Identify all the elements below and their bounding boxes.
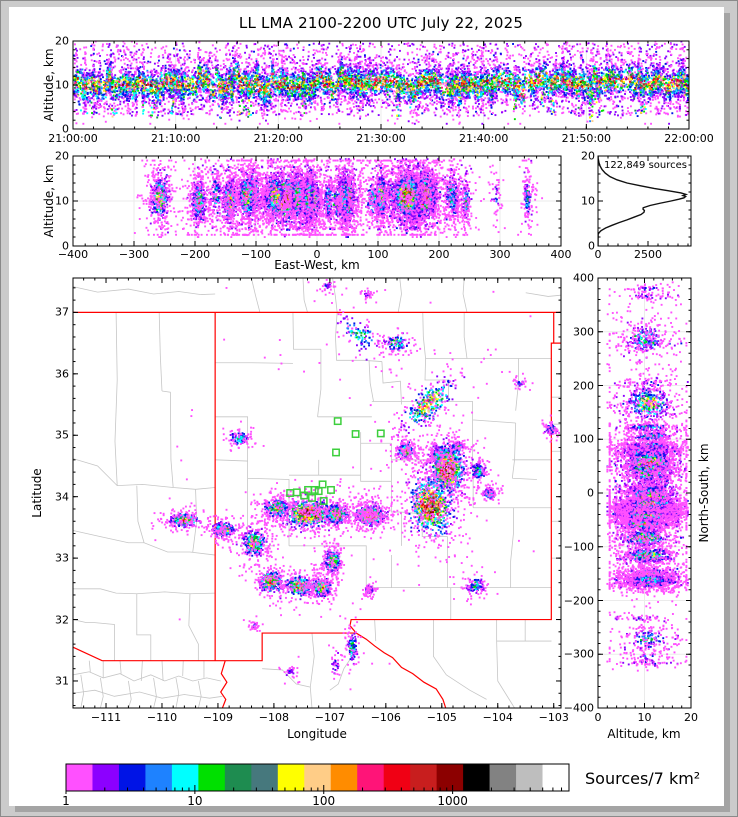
tick-label: 35 — [55, 428, 69, 442]
tick-label: 200 — [428, 248, 450, 261]
tick-label: 20 — [684, 711, 698, 724]
tick-label: −400 — [563, 701, 594, 715]
time-panel-y-axis-label: Altitude, km — [42, 48, 56, 122]
tick-label: 10 — [581, 194, 595, 208]
tick-label: 0 — [587, 486, 594, 500]
tick-label: −110 — [146, 711, 178, 724]
tick-label: 1000 — [437, 794, 468, 808]
tick-label: 22:00:00 — [664, 132, 714, 145]
tick-label: 10 — [187, 794, 203, 808]
map-y-axis-label: Latitude — [30, 468, 44, 518]
source-count-annotation: 122,849 sources — [604, 160, 687, 171]
tick-label: 0 — [313, 248, 321, 261]
tick-label: 32 — [55, 613, 69, 627]
page-title: LL LMA 2100-2200 UTC July 22, 2025 — [238, 14, 524, 32]
tick-label: 0 — [594, 248, 602, 261]
tick-label: 1 — [62, 794, 70, 808]
tick-label: 300 — [489, 248, 511, 261]
tick-label: 0 — [62, 122, 69, 136]
tick-label: 100 — [573, 432, 594, 446]
tick-label: 21:10:00 — [150, 132, 201, 145]
tick-label: 31 — [55, 674, 69, 688]
tick-label: 20 — [55, 34, 69, 48]
map-x-axis-label: Longitude — [287, 727, 347, 741]
tick-label: −100 — [563, 540, 594, 554]
tick-label: −104 — [482, 711, 513, 724]
tick-label: 21:40:00 — [458, 132, 509, 145]
tick-label: −200 — [179, 248, 211, 261]
ns-panel-y-axis-label: North-South, km — [697, 443, 711, 543]
tick-label: 10 — [637, 711, 652, 724]
tick-label: 400 — [573, 271, 594, 285]
tick-label: 0 — [594, 711, 602, 724]
tick-label: 21:20:00 — [253, 132, 304, 145]
tick-label: −103 — [538, 711, 569, 724]
tick-label: 300 — [573, 325, 594, 339]
tick-label: 100 — [367, 248, 389, 261]
tick-label: 100 — [312, 794, 336, 808]
tick-label: −105 — [426, 711, 457, 724]
ns-panel-x-axis-label: Altitude, km — [607, 727, 681, 741]
tick-label: 21:00:00 — [48, 132, 98, 145]
tick-label: 34 — [55, 490, 69, 504]
ew-panel-x-axis-label: East-West, km — [274, 258, 360, 272]
ew-panel-y-axis-label: Altitude, km — [42, 164, 56, 238]
tick-label: 0 — [62, 239, 69, 253]
tick-label: −111 — [90, 711, 122, 724]
tick-label: 10 — [55, 194, 69, 208]
tick-label: −107 — [314, 711, 345, 724]
tick-label: −106 — [370, 711, 401, 724]
tick-label: −300 — [118, 248, 150, 261]
colorbar-label: Sources/7 km² — [585, 769, 701, 788]
tick-label: 36 — [55, 367, 69, 381]
tick-label: 37 — [55, 305, 69, 319]
tick-label: 20 — [581, 149, 595, 163]
tick-label: 2500 — [634, 248, 662, 261]
tick-label: 21:30:00 — [356, 132, 406, 145]
tick-label: 10 — [55, 78, 69, 92]
tick-label: −108 — [258, 711, 290, 724]
tick-label: 20 — [55, 149, 69, 163]
tick-label: 21:50:00 — [561, 132, 612, 145]
tick-label: −100 — [240, 248, 272, 261]
tick-label: 0 — [588, 239, 595, 253]
tick-label: 200 — [573, 379, 594, 392]
tick-label: −200 — [563, 594, 594, 607]
tick-label: 33 — [55, 551, 69, 565]
tick-label: −109 — [202, 711, 234, 724]
tick-label: −300 — [563, 647, 594, 661]
tick-label: 400 — [550, 248, 572, 261]
tick-label: −400 — [57, 248, 89, 261]
